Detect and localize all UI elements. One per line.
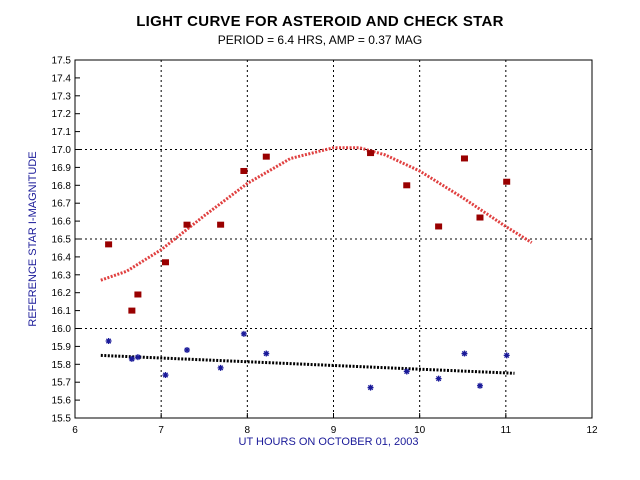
y-tick-label: 17.1: [52, 127, 72, 138]
asteroid-point: [128, 307, 136, 314]
asteroid-point: [435, 223, 443, 230]
asteroid-point: [403, 182, 411, 189]
y-tick-label: 17.0: [52, 145, 72, 156]
x-tick-label: 8: [245, 425, 251, 436]
y-tick-label: 16.1: [52, 306, 72, 317]
check-star-point: [403, 368, 410, 375]
x-tick-label: 9: [331, 425, 337, 436]
y-tick-label: 17.5: [52, 56, 72, 67]
y-tick-label: 16.8: [52, 181, 72, 192]
asteroid-point: [262, 153, 270, 160]
check-star-point: [217, 364, 224, 371]
asteroid-point: [240, 167, 248, 174]
y-tick-label: 16.0: [52, 324, 72, 335]
y-tick-label: 15.8: [52, 360, 72, 371]
y-tick-label: 16.5: [52, 235, 72, 246]
y-tick-label: 16.9: [52, 163, 72, 174]
y-tick-label: 16.7: [52, 199, 72, 210]
x-tick-label: 12: [586, 425, 598, 436]
y-tick-label: 16.3: [52, 270, 72, 281]
y-tick-label: 17.3: [52, 91, 72, 102]
asteroid-point: [503, 178, 511, 185]
check-star-point: [503, 352, 510, 359]
check-star-point: [162, 372, 169, 379]
check-star-point: [134, 354, 141, 361]
chart-subtitle: PERIOD = 6.4 HRS, AMP = 0.37 MAG: [217, 33, 423, 47]
x-tick-label: 10: [414, 425, 426, 436]
check-star-point: [105, 338, 112, 345]
asteroid-point: [460, 155, 468, 162]
asteroid-point: [134, 291, 142, 298]
asteroid-point: [367, 150, 375, 157]
check-star-point: [128, 355, 135, 362]
y-tick-label: 15.7: [52, 378, 72, 389]
asteroid-point: [105, 241, 113, 248]
asteroid-point: [476, 214, 484, 221]
y-tick-label: 15.9: [52, 342, 72, 353]
y-tick-label: 16.4: [52, 252, 72, 263]
y-tick-label: 16.2: [52, 288, 72, 299]
asteroid-point: [161, 259, 169, 266]
check-star-point: [461, 350, 468, 357]
x-axis-label: UT HOURS ON OCTOBER 01, 2003: [239, 436, 419, 448]
asteroid-fit-curve: [100, 146, 533, 282]
check-star-point: [240, 330, 247, 337]
check-star-point: [435, 375, 442, 382]
y-tick-label: 17.4: [52, 73, 72, 84]
asteroid-point: [217, 221, 225, 228]
x-tick-label: 6: [72, 425, 78, 436]
y-tick-label: 15.6: [52, 396, 72, 407]
y-tick-label: 17.2: [52, 109, 72, 120]
check-star-point: [367, 384, 374, 391]
check-star-fit-line: [100, 353, 515, 375]
check-star-point: [263, 350, 270, 357]
x-tick-label: 11: [501, 425, 512, 436]
check-star-point: [476, 382, 483, 389]
y-axis-label: REFERENCE STAR I-MAGNITUDE: [27, 151, 39, 326]
y-tick-label: 15.5: [52, 414, 72, 425]
x-tick-label: 7: [158, 425, 164, 436]
check-star-point: [184, 346, 191, 353]
asteroid-point: [183, 221, 191, 228]
chart-title: LIGHT CURVE FOR ASTEROID AND CHECK STAR: [136, 13, 504, 30]
y-tick-label: 16.6: [52, 217, 72, 228]
